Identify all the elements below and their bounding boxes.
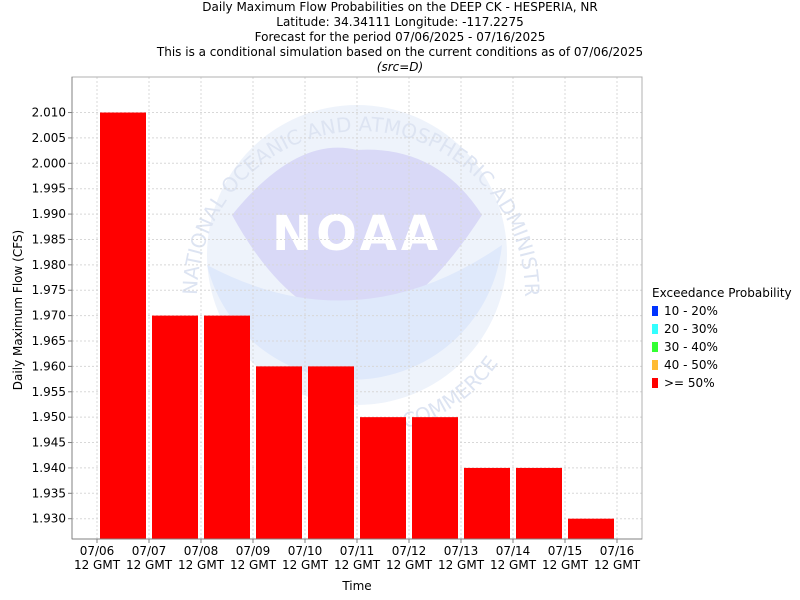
y-tick-label: 1.975 xyxy=(32,283,66,297)
y-tick-label: 1.940 xyxy=(32,461,66,475)
legend-item: 10 - 20% xyxy=(652,302,792,320)
watermark-wave xyxy=(207,245,502,380)
y-tick-label: 2.010 xyxy=(32,106,66,120)
y-tick-label: 1.930 xyxy=(32,512,66,526)
legend-title: Exceedance Probability xyxy=(652,286,792,300)
legend-swatch xyxy=(652,342,658,352)
y-tick-label: 1.980 xyxy=(32,258,66,272)
y-tick-label: 2.005 xyxy=(32,131,66,145)
x-tick-label-date: 07/16 xyxy=(600,544,635,558)
x-tick-label-date: 07/09 xyxy=(236,544,271,558)
x-tick-label-date: 07/14 xyxy=(496,544,531,558)
y-tick-label: 1.970 xyxy=(32,309,66,323)
bar-07-13 xyxy=(464,467,510,539)
y-tick-label: 1.955 xyxy=(32,385,66,399)
x-tick-label-time: 12 GMT xyxy=(490,558,537,572)
legend-item: 30 - 40% xyxy=(652,338,792,356)
legend-swatch xyxy=(652,360,658,370)
bar-07-14 xyxy=(516,467,562,539)
bar-07-15 xyxy=(568,518,614,539)
x-tick-label-date: 07/10 xyxy=(288,544,323,558)
x-tick-label-time: 12 GMT xyxy=(230,558,277,572)
chart-bars xyxy=(100,112,614,540)
legend-item: 40 - 50% xyxy=(652,356,792,374)
legend-swatch xyxy=(652,378,658,388)
bar-07-10 xyxy=(308,366,354,539)
chart-subtitle-1: Latitude: 34.34111 Longitude: -117.2275 xyxy=(276,15,524,29)
y-tick-label: 1.995 xyxy=(32,182,66,196)
legend: Exceedance Probability 10 - 20% 20 - 30% 3… xyxy=(652,284,792,392)
source-note: (src=D) xyxy=(376,60,424,74)
y-tick-label: 2.000 xyxy=(32,156,66,170)
x-tick-label-time: 12 GMT xyxy=(386,558,433,572)
y-tick-label: 1.990 xyxy=(32,207,66,221)
legend-label: 30 - 40% xyxy=(664,340,718,354)
y-axis-label: Daily Maximum Flow (CFS) xyxy=(11,230,25,390)
legend-swatch xyxy=(652,324,658,334)
x-tick-label-date: 07/15 xyxy=(548,544,583,558)
chart-grid xyxy=(72,77,642,539)
watermark-noaa-text: NOAA xyxy=(272,206,442,262)
y-tick-label: 1.950 xyxy=(32,410,66,424)
bar-07-07 xyxy=(152,315,198,539)
legend-item: >= 50% xyxy=(652,374,792,392)
x-tick-label-date: 07/11 xyxy=(340,544,375,558)
chart-subtitle-3: This is a conditional simulation based o… xyxy=(156,45,644,59)
y-tick-label: 1.945 xyxy=(32,436,66,450)
x-tick-label-time: 12 GMT xyxy=(126,558,173,572)
x-tick-label-time: 12 GMT xyxy=(438,558,485,572)
bar-07-06 xyxy=(100,112,146,540)
y-tick-label: 1.960 xyxy=(32,359,66,373)
legend-label: 10 - 20% xyxy=(664,304,718,318)
bar-07-12 xyxy=(412,417,458,539)
legend-item: 20 - 30% xyxy=(652,320,792,338)
x-tick-label-date: 07/07 xyxy=(132,544,167,558)
chart-title-block: Daily Maximum Flow Probabilities on the … xyxy=(0,0,800,75)
y-tick-label: 1.965 xyxy=(32,334,66,348)
legend-label: 40 - 50% xyxy=(664,358,718,372)
chart-title: Daily Maximum Flow Probabilities on the … xyxy=(202,0,598,14)
x-tick-label-time: 12 GMT xyxy=(74,558,121,572)
y-tick-label: 1.985 xyxy=(32,232,66,246)
x-tick-label-time: 12 GMT xyxy=(542,558,589,572)
chart-subtitle-2: Forecast for the period 07/06/2025 - 07/… xyxy=(254,30,546,44)
x-axis-label: Time xyxy=(341,579,371,593)
x-tick-label-time: 12 GMT xyxy=(334,558,381,572)
x-tick-label-date: 07/06 xyxy=(80,544,115,558)
x-tick-label-date: 07/08 xyxy=(184,544,219,558)
bar-07-08 xyxy=(204,315,250,539)
x-tick-label-date: 07/13 xyxy=(444,544,479,558)
bar-07-11 xyxy=(360,417,406,539)
x-tick-label-time: 12 GMT xyxy=(594,558,641,572)
chart-axes: 1.930 1.935 1.940 1.945 1.950 1.955 1.960 1.965… xyxy=(32,76,643,572)
legend-label: 20 - 30% xyxy=(664,322,718,336)
x-tick-label-time: 12 GMT xyxy=(282,558,329,572)
legend-label: >= 50% xyxy=(664,376,715,390)
legend-swatch xyxy=(652,306,658,316)
legend-items: 10 - 20% 20 - 30% 30 - 40% 40 - 50% >= 50% xyxy=(652,302,792,392)
x-tick-label-time: 12 GMT xyxy=(178,558,225,572)
watermark-bird xyxy=(232,147,482,325)
bar-07-09 xyxy=(256,366,302,539)
x-tick-label-date: 07/12 xyxy=(392,544,427,558)
y-tick-label: 1.935 xyxy=(32,486,66,500)
